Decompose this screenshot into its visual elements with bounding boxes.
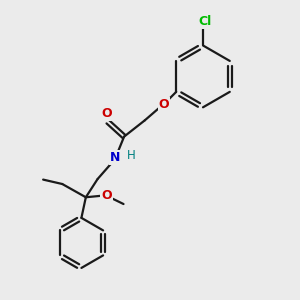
Text: Cl: Cl: [199, 15, 212, 28]
Text: O: O: [101, 107, 112, 120]
Text: N: N: [110, 151, 121, 164]
Text: O: O: [158, 98, 169, 111]
Text: H: H: [127, 149, 136, 162]
Text: O: O: [101, 189, 112, 202]
